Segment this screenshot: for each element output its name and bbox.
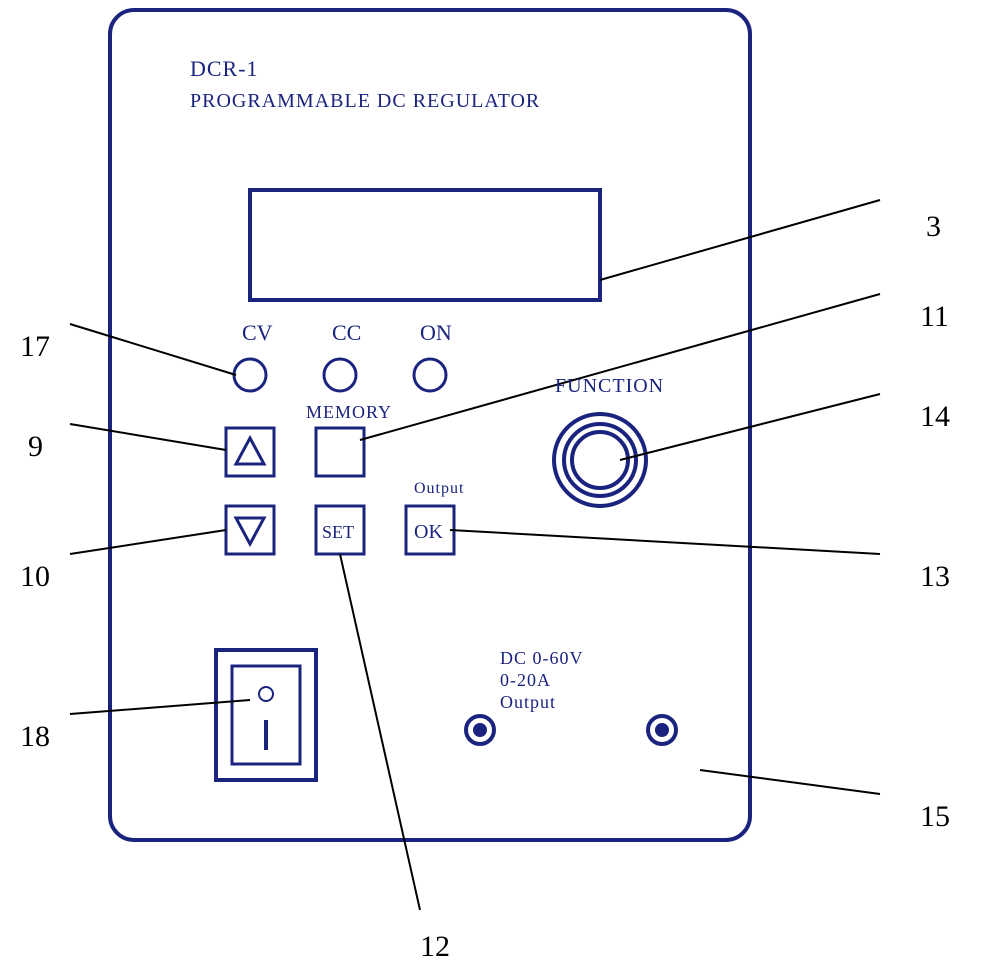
lcd-display	[250, 190, 600, 300]
output-jack-hole	[655, 723, 669, 737]
model-label: DCR-1	[190, 56, 259, 82]
output-ok-title: Output	[414, 480, 464, 498]
callout-number: 13	[920, 560, 950, 594]
power-on-icon	[259, 687, 273, 701]
callout-number: 11	[920, 300, 949, 334]
subtitle-label: PROGRAMMABLE DC REGULATOR	[190, 90, 540, 113]
cv-indicator	[234, 359, 266, 391]
memory-label: MEMORY	[306, 402, 392, 423]
cv-indicator-label: CV	[242, 320, 273, 345]
callout-number: 17	[20, 330, 50, 364]
output-spec-line2: 0-20A	[500, 670, 551, 691]
triangle-up-icon	[236, 438, 264, 464]
callout-leader	[70, 530, 226, 554]
callout-number: 18	[20, 720, 50, 754]
output-spec-line3: Output	[500, 692, 556, 713]
callout-number: 15	[920, 800, 950, 834]
callout-leader	[70, 324, 236, 375]
callout-leader	[70, 700, 250, 714]
cc-indicator-label: CC	[332, 320, 361, 345]
power-off-icon	[264, 720, 268, 750]
function-knob-inner	[572, 432, 628, 488]
memory-button[interactable]	[316, 428, 364, 476]
output-spec-line1: DC 0-60V	[500, 648, 584, 669]
callout-number: 12	[420, 930, 450, 964]
callout-number: 10	[20, 560, 50, 594]
on-indicator	[414, 359, 446, 391]
callout-number: 9	[28, 430, 43, 464]
callout-number: 3	[926, 210, 941, 244]
output-jack-hole	[473, 723, 487, 737]
callout-number: 14	[920, 400, 950, 434]
cc-indicator	[324, 359, 356, 391]
device-panel	[110, 10, 750, 840]
callout-leader	[700, 770, 880, 794]
ok-button-label: OK	[414, 521, 443, 543]
function-label: FUNCTION	[555, 375, 664, 398]
callout-leader	[450, 530, 880, 554]
set-button-label: SET	[322, 522, 354, 542]
triangle-down-icon	[236, 518, 264, 544]
callout-leader	[70, 424, 226, 450]
function-knob[interactable]	[554, 414, 646, 506]
on-indicator-label: ON	[420, 320, 452, 345]
callout-leader	[340, 554, 420, 910]
function-knob-ring	[564, 424, 636, 496]
callout-leader	[600, 200, 880, 280]
